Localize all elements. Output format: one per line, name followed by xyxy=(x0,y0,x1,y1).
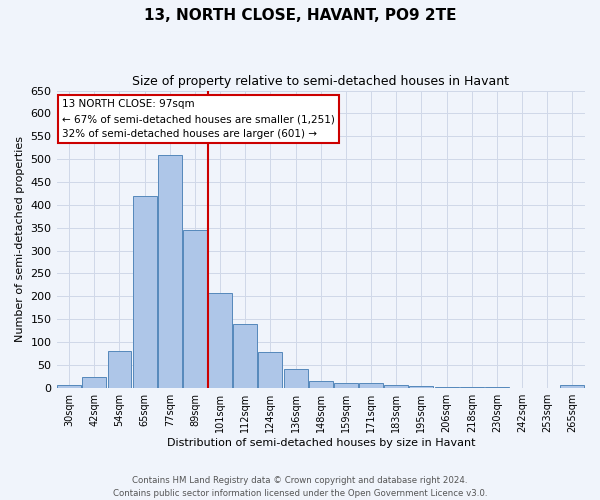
Bar xyxy=(158,154,182,388)
Text: 13 NORTH CLOSE: 97sqm
← 67% of semi-detached houses are smaller (1,251)
32% of s: 13 NORTH CLOSE: 97sqm ← 67% of semi-deta… xyxy=(62,100,335,139)
Bar xyxy=(208,293,232,388)
Bar xyxy=(334,382,358,388)
Bar xyxy=(183,230,207,388)
Bar xyxy=(107,351,131,388)
Bar xyxy=(385,386,408,388)
Bar xyxy=(259,352,283,388)
Bar xyxy=(284,368,308,388)
Bar xyxy=(359,383,383,388)
Bar xyxy=(560,386,584,388)
X-axis label: Distribution of semi-detached houses by size in Havant: Distribution of semi-detached houses by … xyxy=(167,438,475,448)
Bar xyxy=(309,382,333,388)
Text: Contains HM Land Registry data © Crown copyright and database right 2024.
Contai: Contains HM Land Registry data © Crown c… xyxy=(113,476,487,498)
Bar xyxy=(57,386,81,388)
Title: Size of property relative to semi-detached houses in Havant: Size of property relative to semi-detach… xyxy=(132,75,509,88)
Text: 13, NORTH CLOSE, HAVANT, PO9 2TE: 13, NORTH CLOSE, HAVANT, PO9 2TE xyxy=(144,8,456,22)
Bar xyxy=(133,196,157,388)
Bar xyxy=(82,376,106,388)
Y-axis label: Number of semi-detached properties: Number of semi-detached properties xyxy=(15,136,25,342)
Bar xyxy=(233,324,257,388)
Bar xyxy=(434,387,458,388)
Bar xyxy=(409,386,433,388)
